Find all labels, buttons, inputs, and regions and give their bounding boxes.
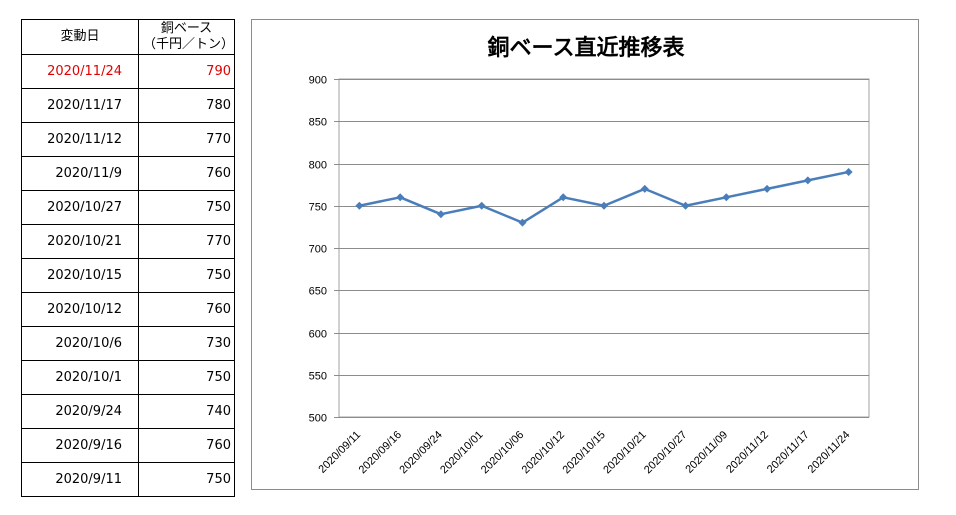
x-axis-ticks: 2020/09/112020/09/162020/09/242020/10/01… [316, 429, 852, 476]
y-tick-label: 650 [309, 286, 327, 298]
row-price: 740 [138, 394, 235, 429]
data-point [518, 218, 527, 227]
x-tick-label: 2020/09/16 [357, 429, 404, 476]
data-point [436, 210, 445, 219]
grid-layer [334, 78, 870, 418]
table-row: 2020/10/21 770 [21, 224, 235, 259]
table-row: 2020/10/6 730 [21, 326, 235, 361]
row-price: 770 [138, 224, 235, 259]
x-tick-label: 2020/10/15 [560, 429, 607, 476]
y-tick-label: 850 [309, 117, 327, 129]
row-date: 2020/10/1 [21, 360, 139, 395]
y-axis-ticks: 500 550 600 650 700 750 800 850 900 [309, 75, 327, 425]
row-date: 2020/9/11 [21, 462, 139, 497]
table-row: 2020/9/11 750 [21, 462, 235, 497]
series-line [359, 170, 849, 224]
table-row: 2020/11/9 760 [21, 156, 235, 191]
header-price-line2: （千円／トン） [143, 37, 235, 52]
table-row: 2020/10/12 760 [21, 292, 235, 327]
data-point [355, 201, 364, 210]
data-point [844, 167, 853, 176]
row-date: 2020/11/12 [21, 122, 139, 157]
row-price: 770 [138, 122, 235, 157]
y-tick-label: 550 [309, 371, 327, 383]
series-layer [355, 167, 853, 227]
table-row: 2020/11/17 780 [21, 88, 235, 123]
x-tick-label: 2020/10/27 [642, 429, 689, 476]
row-date: 2020/11/24 [21, 54, 139, 89]
data-point [803, 176, 812, 185]
row-date: 2020/9/16 [21, 428, 139, 463]
row-price: 760 [138, 156, 235, 191]
x-tick-label: 2020/11/09 [683, 429, 730, 476]
y-tick-label: 800 [309, 160, 327, 172]
row-price: 730 [138, 326, 235, 361]
line-chart: 銅ベース直近推移表 500 550 600 650 700 750 800 850 900 20… [309, 35, 870, 476]
table-row: 2020/9/16 760 [21, 428, 235, 463]
data-point [396, 193, 405, 202]
data-point [722, 193, 731, 202]
header-price-line1: 銅ベース [160, 21, 213, 36]
data-point [477, 201, 486, 210]
row-price: 790 [138, 54, 235, 89]
chart-title: 銅ベース直近推移表 [488, 35, 686, 61]
y-tick-label: 700 [309, 244, 327, 256]
row-date: 2020/10/12 [21, 292, 139, 327]
row-date: 2020/10/21 [21, 224, 139, 259]
row-date: 2020/10/15 [21, 258, 139, 293]
x-tick-label: 2020/11/12 [724, 429, 771, 476]
data-point [763, 184, 772, 193]
data-point [559, 193, 568, 202]
row-price: 750 [138, 360, 235, 395]
table-row: 2020/10/27 750 [21, 190, 235, 225]
header-price: 銅ベース （千円／トン） [138, 19, 235, 55]
row-date: 2020/10/27 [21, 190, 139, 225]
row-price: 760 [138, 292, 235, 327]
table-row: 2020/11/12 770 [21, 122, 235, 157]
y-tick-label: 500 [309, 413, 327, 425]
row-price: 750 [138, 190, 235, 225]
x-tick-label: 2020/10/01 [438, 429, 485, 476]
row-price: 780 [138, 88, 235, 123]
x-tick-label: 2020/09/24 [397, 429, 444, 476]
table-row: 2020/10/15 750 [21, 258, 235, 293]
y-tick-label: 600 [309, 329, 327, 341]
x-tick-label: 2020/11/17 [765, 429, 812, 476]
table-row: 2020/11/24 790 [21, 54, 235, 89]
row-date: 2020/9/24 [21, 394, 139, 429]
x-tick-label: 2020/10/06 [479, 429, 526, 476]
data-point [600, 201, 608, 210]
header-date: 変動日 [21, 19, 139, 55]
row-price: 750 [138, 462, 235, 497]
row-price: 760 [138, 428, 235, 463]
table-row: 2020/9/24 740 [21, 394, 235, 429]
table-body: 2020/11/24 790 2020/11/17 780 2020/11/12 770 2… [21, 54, 235, 497]
y-tick-label: 750 [309, 202, 327, 214]
data-point [681, 201, 690, 210]
row-date: 2020/11/9 [21, 156, 139, 191]
row-price: 750 [138, 258, 235, 293]
price-table: 変動日 銅ベース （千円／トン） 2020/11/24 790 2020/11/17… [21, 19, 235, 497]
data-point [640, 184, 649, 193]
row-date: 2020/11/17 [21, 88, 139, 123]
row-date: 2020/10/6 [21, 326, 139, 361]
x-tick-label: 2020/10/12 [520, 429, 567, 476]
table-header-row: 変動日 銅ベース （千円／トン） [21, 19, 235, 55]
y-tick-label: 900 [309, 75, 327, 87]
x-tick-label: 2020/11/24 [806, 429, 853, 476]
table-row: 2020/10/1 750 [21, 360, 235, 395]
chart-frame: 銅ベース直近推移表 500 550 600 650 700 750 800 850 900 20… [251, 19, 919, 490]
x-tick-label: 2020/10/21 [601, 429, 648, 476]
